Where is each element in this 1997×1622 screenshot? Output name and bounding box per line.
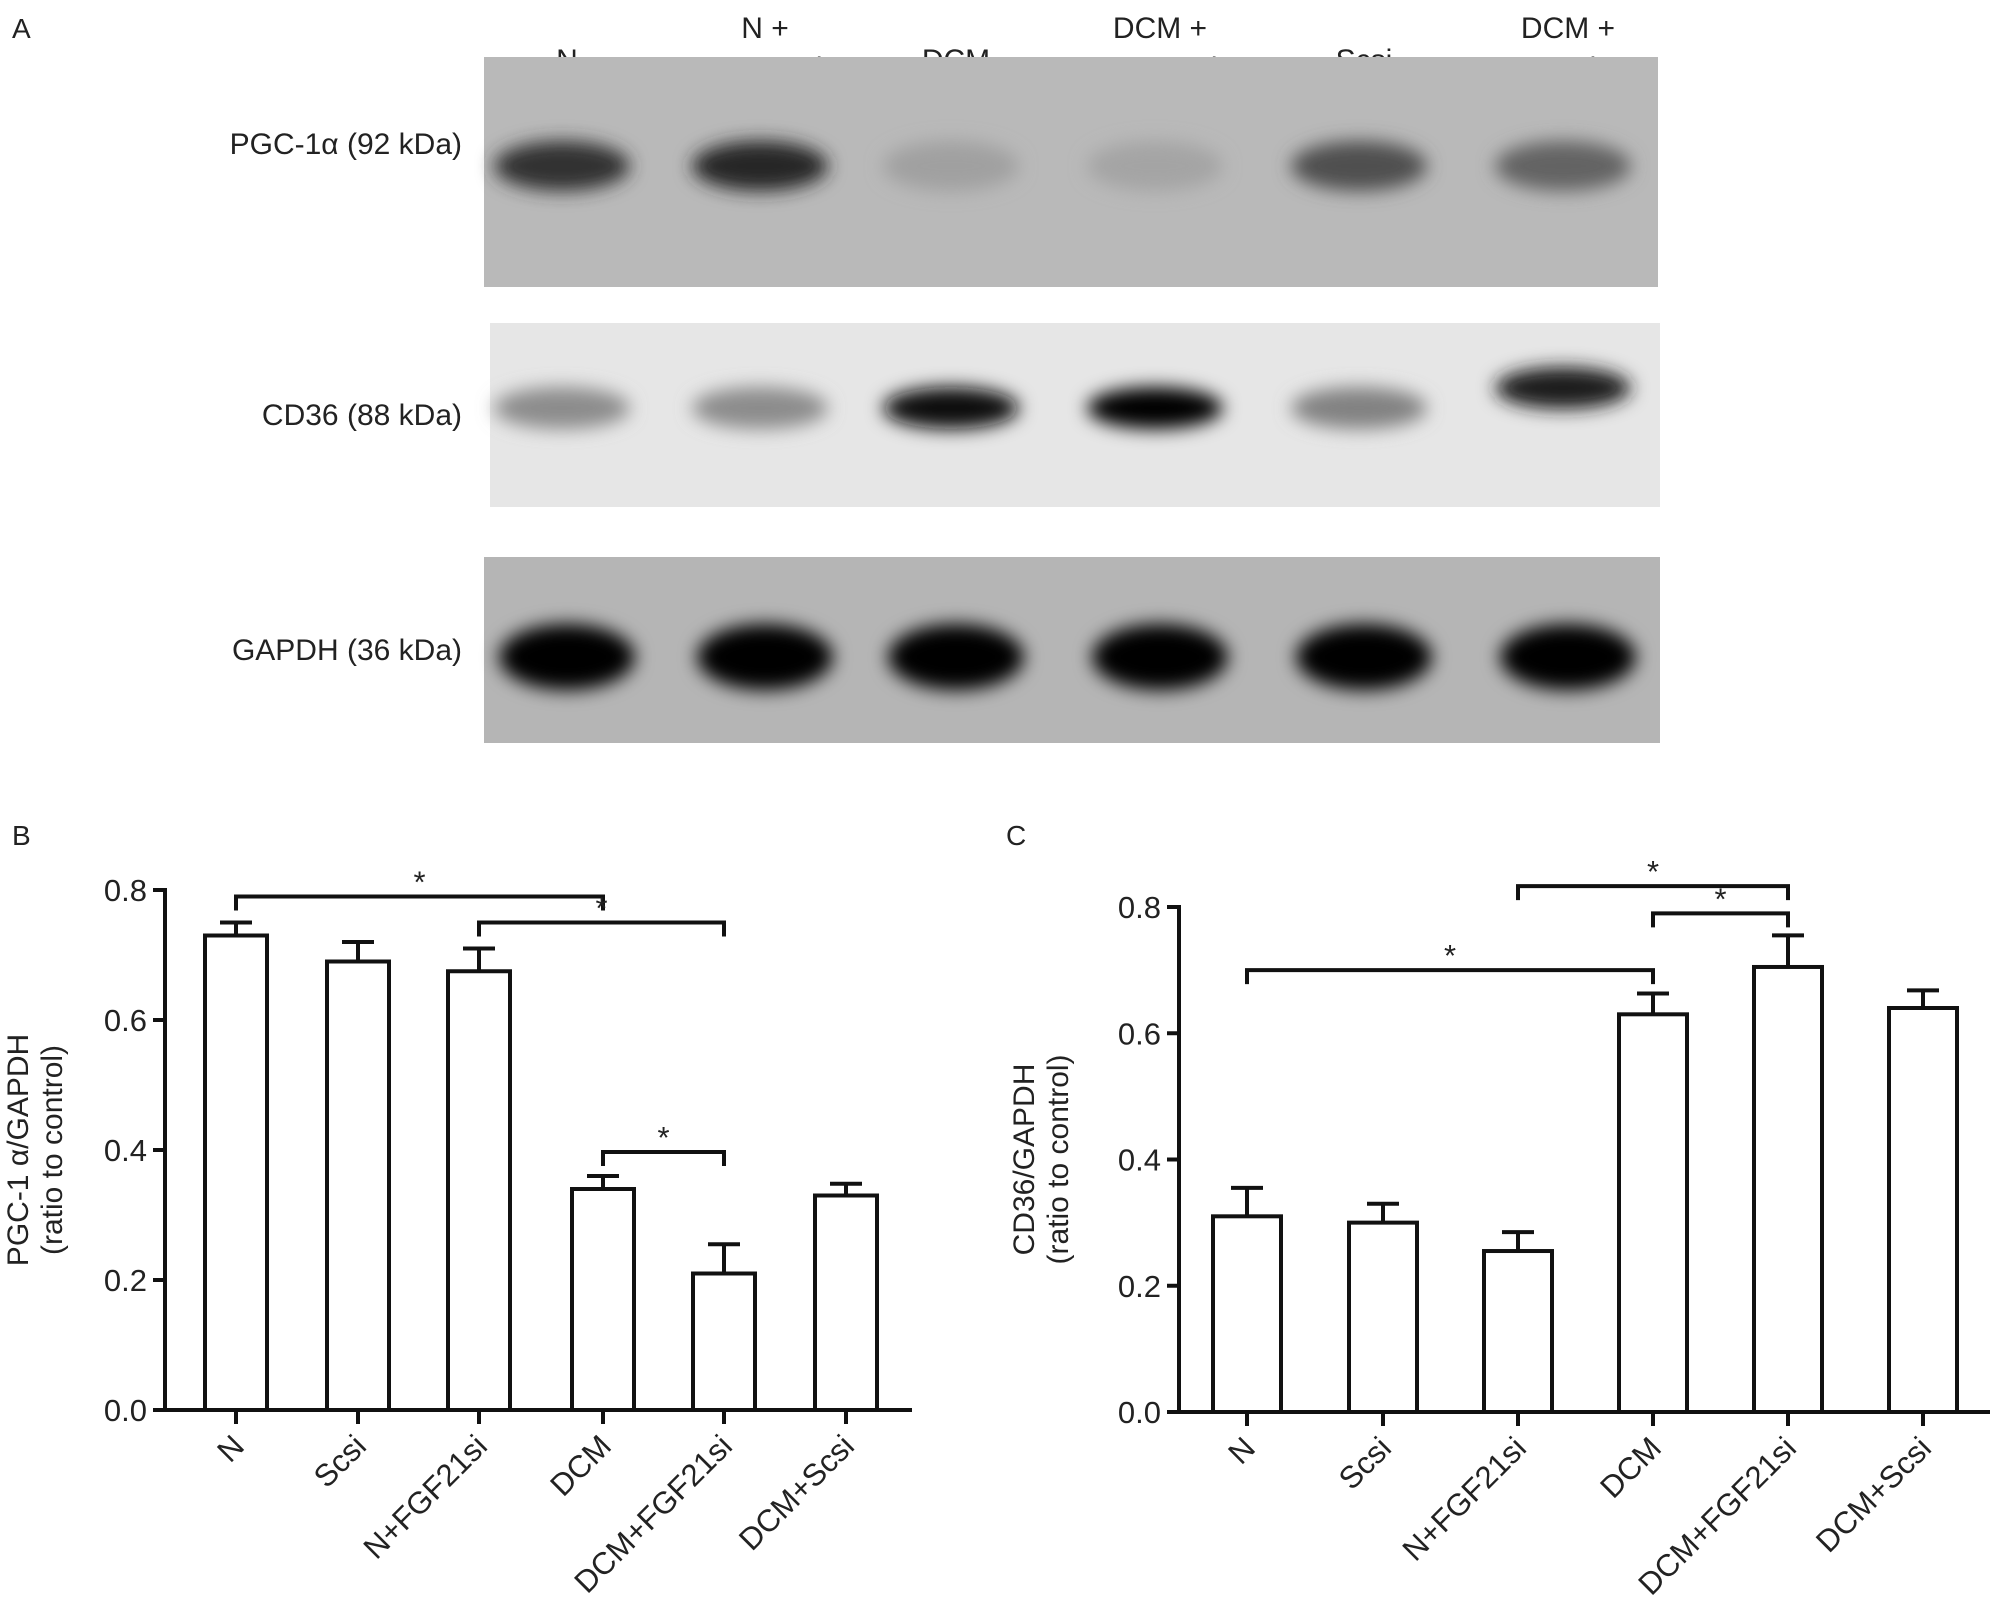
lane-label: DCM + (1521, 12, 1615, 45)
blot-membrane (484, 57, 1658, 287)
x-tick-label: DCM+Scsi (732, 1428, 861, 1557)
bar (1887, 1006, 1959, 1414)
significance-star: * (595, 891, 607, 926)
y-axis-label: (ratio to control) (36, 1045, 69, 1255)
blot-band (692, 387, 828, 429)
bar (203, 933, 269, 1412)
bar (1482, 1249, 1554, 1414)
y-tick-label: 0.6 (104, 1003, 147, 1038)
significance-star: * (1647, 854, 1659, 889)
panel-label-b: B (12, 820, 31, 851)
blot-band (1087, 141, 1223, 191)
significance-bracket (1516, 884, 1790, 901)
bar (1752, 964, 1824, 1414)
blot-band (692, 141, 828, 191)
bar (325, 959, 391, 1412)
y-tick-label: 0.8 (104, 873, 147, 908)
significance-bracket (234, 894, 605, 911)
bar (1617, 1012, 1689, 1414)
lane-label: DCM + (1113, 12, 1207, 45)
significance-star: * (1444, 938, 1456, 973)
x-tick-label: DCM+Scsi (1809, 1430, 1938, 1559)
significance-bracket (477, 920, 726, 937)
panel-label-a: A (12, 13, 31, 44)
y-tick-label: 0.8 (1118, 890, 1161, 925)
significance-bracket (601, 1149, 726, 1166)
blot-band (1092, 624, 1228, 690)
blot-row-label: PGC-1α (92 kDa) (230, 128, 462, 161)
y-tick-label: 0.0 (1118, 1395, 1161, 1430)
bar (813, 1193, 879, 1412)
blot-membrane (490, 323, 1660, 507)
significance-star: * (1714, 881, 1726, 916)
blot-band (1291, 387, 1427, 429)
blot-band (1495, 367, 1631, 409)
y-tick-label: 0.2 (1118, 1269, 1161, 1304)
y-tick-label: 0.0 (104, 1393, 147, 1428)
bar (1347, 1220, 1419, 1414)
y-tick-label: 0.4 (1118, 1143, 1161, 1178)
significance-bracket (1245, 968, 1655, 985)
bar (446, 969, 512, 1412)
blot-band (883, 387, 1019, 429)
bar (570, 1187, 636, 1412)
y-tick-label: 0.4 (104, 1133, 147, 1168)
blot-band (697, 624, 833, 690)
blot-band (888, 624, 1024, 690)
blot-row-label: GAPDH (36 kDa) (232, 634, 462, 667)
chart-b: 0.0 0.2 0.4 0.6 0.8 PGC-1 α/GAPDH (ratio to co… (2, 865, 912, 1600)
x-tick-label: N (1221, 1430, 1262, 1471)
blot-band (499, 624, 635, 690)
bar (691, 1271, 757, 1412)
y-axis-label: (ratio to control) (1042, 1054, 1075, 1264)
panel-label-c: C (1006, 820, 1026, 851)
significance-star: * (657, 1120, 669, 1155)
blot-row-label: CD36 (88 kDa) (262, 399, 462, 432)
significance-bracket (1651, 911, 1790, 928)
blot-band (1296, 624, 1432, 690)
blot-band (883, 141, 1019, 191)
y-tick-label: 0.2 (104, 1263, 147, 1298)
y-axis-label: PGC-1 α/GAPDH (2, 1034, 35, 1266)
x-tick-label: Scsi (307, 1428, 373, 1494)
blot-band (1087, 387, 1223, 429)
lane-label: N + (741, 12, 789, 45)
x-tick-label: N+FGF21si (1396, 1430, 1533, 1567)
blot-band (1500, 624, 1636, 690)
blot-membrane (484, 557, 1660, 743)
blot-band (494, 387, 630, 429)
x-tick-label: Scsi (1332, 1430, 1398, 1496)
blot-band (1495, 141, 1631, 191)
x-tick-label: N (210, 1428, 251, 1469)
x-tick-label: DCM (1593, 1430, 1668, 1505)
chart-c: 0.0 0.2 0.4 0.6 0.8 CD36/GAPDH (ratio to contr… (1008, 854, 1990, 1602)
x-tick-label: N+FGF21si (357, 1428, 494, 1565)
bar (1211, 1214, 1283, 1414)
blot-band (494, 141, 630, 191)
y-axis-label: CD36/GAPDH (1008, 1064, 1041, 1256)
x-tick-label: DCM (543, 1428, 618, 1503)
y-tick-label: 0.6 (1118, 1016, 1161, 1051)
significance-star: * (413, 865, 425, 900)
blot-band (1291, 141, 1427, 191)
